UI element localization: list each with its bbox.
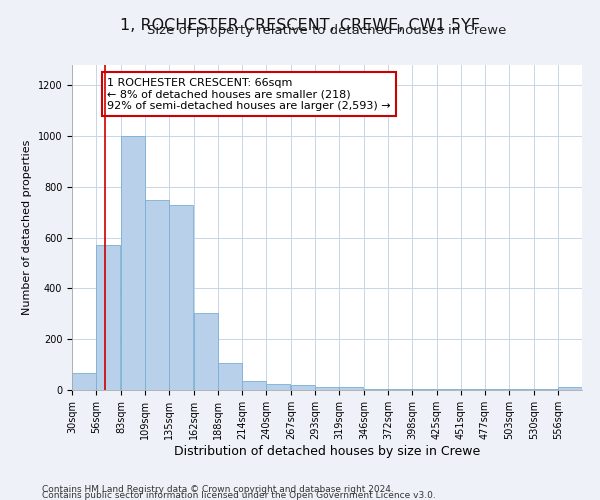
Bar <box>242 381 266 390</box>
Bar <box>315 388 339 390</box>
Bar <box>194 312 218 390</box>
Text: Contains public sector information licensed under the Open Government Licence v3: Contains public sector information licen… <box>42 490 436 500</box>
X-axis label: Distribution of detached houses by size in Crewe: Distribution of detached houses by size … <box>174 444 480 458</box>
Y-axis label: Number of detached properties: Number of detached properties <box>22 140 32 315</box>
Text: Contains HM Land Registry data © Crown copyright and database right 2024.: Contains HM Land Registry data © Crown c… <box>42 484 394 494</box>
Bar <box>121 136 145 390</box>
Bar <box>96 246 120 390</box>
Bar <box>364 388 388 390</box>
Text: 1, ROCHESTER CRESCENT, CREWE, CW1 5YF: 1, ROCHESTER CRESCENT, CREWE, CW1 5YF <box>120 18 480 32</box>
Bar <box>169 204 193 390</box>
Bar <box>266 384 290 390</box>
Bar <box>145 200 169 390</box>
Bar <box>339 388 363 390</box>
Bar <box>72 374 96 390</box>
Text: 1 ROCHESTER CRESCENT: 66sqm
← 8% of detached houses are smaller (218)
92% of sem: 1 ROCHESTER CRESCENT: 66sqm ← 8% of deta… <box>107 78 391 111</box>
Bar <box>558 388 582 390</box>
Title: Size of property relative to detached houses in Crewe: Size of property relative to detached ho… <box>148 24 506 38</box>
Bar <box>218 364 242 390</box>
Bar <box>291 385 315 390</box>
